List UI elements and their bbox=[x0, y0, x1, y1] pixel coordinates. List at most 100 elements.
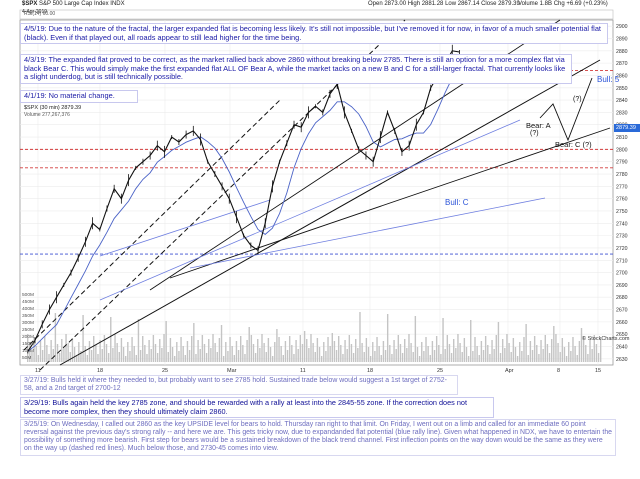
volume-bar bbox=[550, 339, 553, 362]
volume-bar bbox=[378, 346, 380, 362]
volume-bar bbox=[523, 337, 525, 362]
volume-bar bbox=[54, 313, 57, 362]
volume-bar bbox=[389, 345, 391, 362]
y-tick-label: 2880 bbox=[616, 49, 628, 55]
channel-line-black-2 bbox=[39, 19, 406, 371]
volume-bar bbox=[323, 342, 325, 362]
volume-bar bbox=[397, 335, 400, 362]
volume-bar bbox=[291, 345, 293, 362]
volume-bar bbox=[86, 355, 89, 362]
volume-bar bbox=[491, 340, 493, 362]
volume-bar bbox=[193, 323, 195, 362]
volume-bar bbox=[297, 349, 299, 362]
volume-bar bbox=[465, 347, 468, 362]
volume-bar bbox=[591, 349, 593, 362]
volume-bar bbox=[333, 341, 336, 362]
volume-bar bbox=[97, 354, 99, 362]
volume-bar bbox=[103, 335, 106, 362]
volume-bar bbox=[365, 338, 368, 362]
volume-bar bbox=[242, 345, 244, 362]
volume-bar bbox=[508, 343, 510, 362]
volume-bar bbox=[525, 324, 527, 362]
volume-bar bbox=[399, 344, 402, 362]
volume-bar bbox=[182, 346, 184, 362]
volume-bar bbox=[514, 347, 517, 362]
volume-bar bbox=[410, 343, 412, 362]
x-tick-label: 25 bbox=[437, 368, 443, 374]
volume-bar bbox=[118, 352, 120, 362]
volume-bar bbox=[167, 352, 169, 362]
volume-bar bbox=[450, 353, 453, 362]
volume-bar bbox=[540, 340, 542, 362]
volume-bar bbox=[320, 356, 323, 362]
volume-bar bbox=[248, 327, 250, 362]
volume-bar bbox=[386, 314, 389, 362]
volume-bar bbox=[574, 346, 576, 362]
volume-bar bbox=[52, 349, 54, 362]
volume-bar bbox=[382, 341, 385, 362]
volume-bar bbox=[133, 346, 135, 362]
volume-bar bbox=[276, 329, 278, 362]
volume-bar bbox=[124, 356, 127, 362]
y-tick-label: 2900 bbox=[616, 24, 628, 30]
x-tick-label: Apr bbox=[505, 368, 514, 374]
grid-layer bbox=[20, 20, 613, 365]
volume-bar bbox=[93, 336, 95, 362]
volume-bar bbox=[48, 354, 50, 362]
volume-bar bbox=[299, 335, 302, 362]
volume-bar bbox=[538, 354, 540, 362]
volume-bar bbox=[599, 339, 602, 362]
volume-bar bbox=[478, 355, 480, 362]
y-tick-label: 2860 bbox=[616, 73, 628, 79]
volume-bar bbox=[418, 356, 421, 362]
y-tick-label: 2780 bbox=[616, 172, 628, 178]
volume-bar bbox=[597, 353, 600, 362]
volume-bar bbox=[359, 312, 361, 362]
volume-bar bbox=[476, 346, 478, 362]
volume-bar bbox=[263, 343, 265, 362]
volume-layer bbox=[27, 312, 602, 362]
volume-bar bbox=[197, 340, 199, 362]
volume-bar bbox=[127, 342, 129, 362]
channel-line-black-5 bbox=[169, 127, 611, 279]
volume-bar bbox=[69, 352, 71, 362]
volume-bar bbox=[529, 341, 532, 362]
wave-q1: (?) bbox=[573, 96, 582, 103]
volume-bar bbox=[67, 343, 69, 362]
volume-bar bbox=[563, 347, 566, 362]
volume-bar bbox=[414, 316, 417, 362]
note-mar25: 3/25/19: On Wednesday, I called out 2860… bbox=[20, 419, 616, 456]
volume-bar bbox=[429, 355, 431, 362]
volume-bar bbox=[212, 334, 214, 362]
volume-bar bbox=[129, 351, 131, 362]
volume-bar bbox=[325, 351, 327, 362]
volume-bar bbox=[531, 350, 534, 362]
volume-bar bbox=[425, 337, 427, 362]
volume-bar bbox=[561, 338, 564, 362]
x-tick-label: 11 bbox=[300, 368, 306, 374]
volume-bar bbox=[235, 341, 238, 362]
volume-bar bbox=[553, 326, 555, 362]
ohlc-readout: Open 2873.00 High 2881.28 Low 2867.14 Cl… bbox=[368, 1, 520, 7]
volume-bar bbox=[555, 334, 557, 362]
volume-bar bbox=[497, 322, 500, 362]
volume-bar bbox=[572, 337, 574, 362]
volume-tick-label: 100M bbox=[22, 348, 34, 354]
wave-bear-a: Bear: A bbox=[526, 121, 551, 130]
volume-bar bbox=[114, 334, 116, 362]
volume-bar bbox=[84, 346, 86, 362]
volume-bar bbox=[536, 345, 538, 362]
ticker-name: S&P 500 Large Cap Index bbox=[39, 1, 109, 7]
volume-bar bbox=[438, 345, 440, 362]
volume-bar bbox=[122, 347, 125, 362]
volume-bar bbox=[380, 355, 382, 362]
y-tick-label: 2770 bbox=[616, 184, 628, 190]
volume-bar bbox=[73, 347, 76, 362]
y-axis: 2900289028802870286028502840283028202810… bbox=[22, 24, 628, 363]
volume-bar bbox=[427, 346, 429, 362]
volume-bar bbox=[240, 336, 242, 362]
volume-bar bbox=[161, 348, 163, 362]
volume-bar bbox=[186, 341, 189, 362]
volume-bar bbox=[493, 349, 495, 362]
y-tick-label: 2670 bbox=[616, 308, 628, 314]
